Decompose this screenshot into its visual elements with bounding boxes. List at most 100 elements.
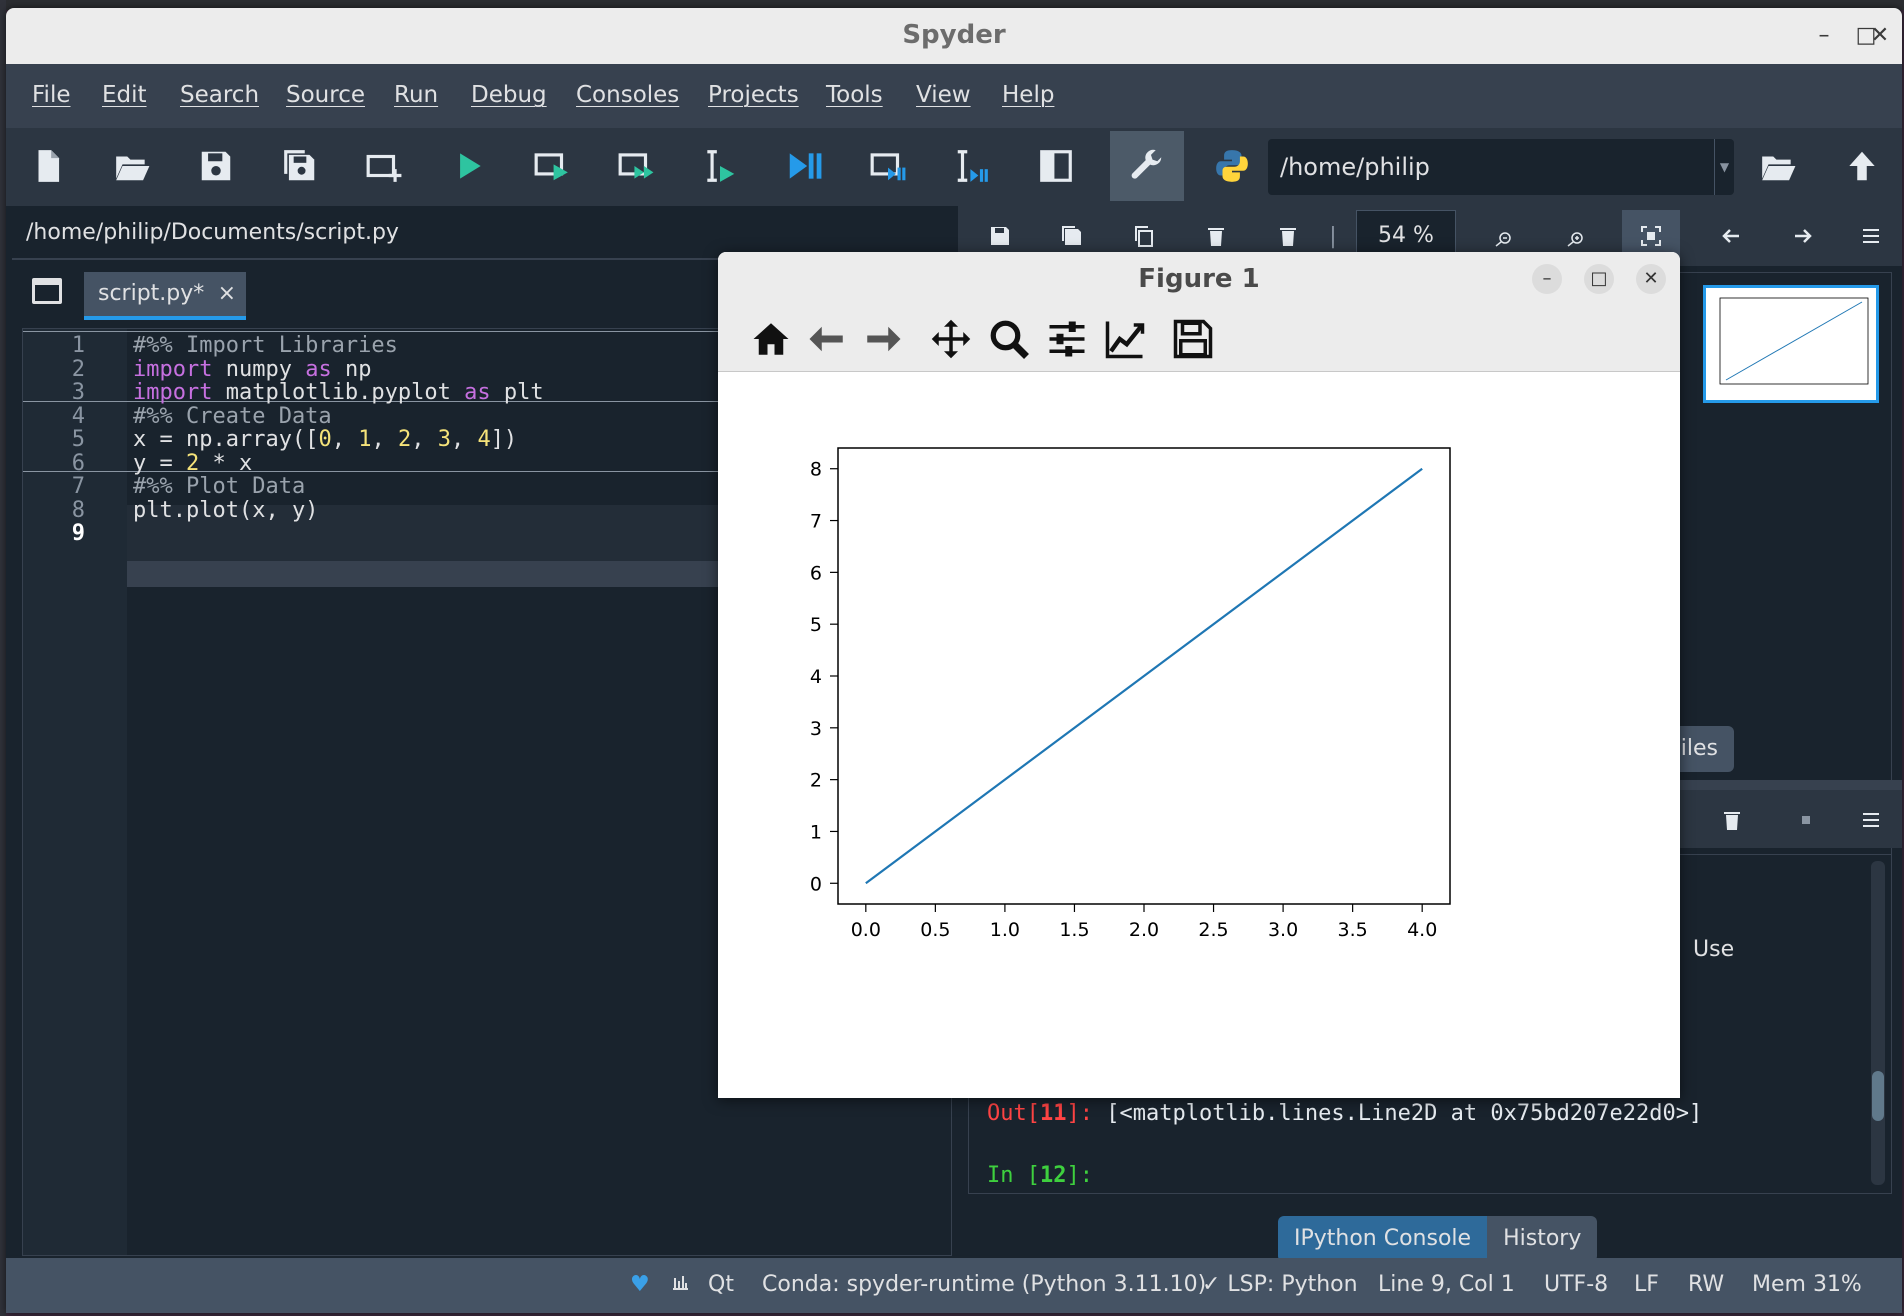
- menu-source[interactable]: Source: [286, 82, 365, 108]
- maximize-button[interactable]: □: [1855, 23, 1877, 48]
- memory-usage: Mem 31%: [1752, 1272, 1862, 1297]
- save-all-plots-icon[interactable]: [1052, 210, 1092, 262]
- close-button[interactable]: ✕: [1870, 23, 1890, 48]
- run-cell-advance-icon[interactable]: [606, 136, 666, 196]
- menu-debug[interactable]: Debug: [471, 82, 547, 108]
- keyword: import: [133, 380, 213, 405]
- x-tick-label: 0.0: [851, 919, 881, 941]
- tab-script-py[interactable]: script.py* ×: [84, 272, 246, 320]
- debug-selection-icon[interactable]: [942, 136, 1002, 196]
- menu-run[interactable]: Run: [394, 82, 439, 108]
- code-text: np: [331, 357, 372, 382]
- x-tick-label: 1.0: [990, 919, 1020, 941]
- line-chart: 0.0 0.5 1.0 1.5 2.0 2.5 3.0 3.5 4.0 0 1 2 3 4 5 6 7 8: [810, 447, 1451, 941]
- menu-tools[interactable]: Tools: [826, 82, 883, 108]
- menu-projects[interactable]: Projects: [708, 82, 799, 108]
- qt-backend: Qt: [708, 1272, 734, 1297]
- code-text: * x: [199, 451, 253, 476]
- copy-plot-icon[interactable]: [1124, 210, 1164, 262]
- browse-directory-icon[interactable]: [1748, 136, 1808, 196]
- figure-maximize-button[interactable]: □: [1584, 264, 1614, 294]
- debug-cell-icon[interactable]: [858, 136, 918, 196]
- figure-canvas[interactable]: 0.0 0.5 1.0 1.5 2.0 2.5 3.0 3.5 4.0 0 1 2 3 4 5 6 7 8: [718, 374, 1680, 1098]
- remove-plot-icon[interactable]: [1196, 210, 1236, 262]
- maximize-pane-icon[interactable]: [1026, 136, 1086, 196]
- cell-separator: [23, 331, 951, 332]
- menu-edit[interactable]: Edit: [102, 82, 147, 108]
- number-literal: 0: [318, 427, 332, 452]
- console-input-line[interactable]: In [12]:: [987, 1163, 1093, 1188]
- previous-plot-icon[interactable]: [1706, 210, 1756, 262]
- menu-view[interactable]: View: [916, 82, 971, 108]
- menu-help[interactable]: Help: [1002, 82, 1055, 108]
- configure-subplots-icon[interactable]: [1044, 316, 1090, 362]
- y-tick-label: 5: [810, 614, 822, 636]
- code-text: matplotlib.pyplot: [212, 380, 465, 405]
- zoom-rect-icon[interactable]: [986, 316, 1032, 362]
- code-line-5: x = np.array([0, 1, 2, 3, 4]): [133, 427, 517, 452]
- series-line: [865, 467, 1423, 885]
- x-tick-label: 4.0: [1407, 919, 1437, 941]
- in-prompt-end: ]:: [1066, 1163, 1093, 1188]
- save-file-icon[interactable]: [186, 136, 246, 196]
- y-tick-label: 8: [810, 459, 822, 481]
- chevron-down-icon[interactable]: ▼: [1714, 139, 1734, 195]
- save-all-icon[interactable]: [270, 136, 330, 196]
- python-path-icon[interactable]: [1202, 136, 1262, 196]
- scrollbar-thumb[interactable]: [1872, 1071, 1884, 1121]
- back-arrow-icon[interactable]: [804, 316, 850, 362]
- working-directory-input[interactable]: /home/philip ▼: [1268, 139, 1734, 195]
- menu-search[interactable]: Search: [180, 82, 260, 108]
- editor-file-path: /home/philip/Documents/script.py: [26, 220, 399, 245]
- clear-console-icon[interactable]: [1712, 794, 1752, 846]
- remove-all-plots-icon[interactable]: [1268, 210, 1308, 262]
- x-tick-label: 2.0: [1129, 919, 1159, 941]
- figure-window: Figure 1 – □ ✕ 0.0 0.5 1.0 1.5 2.0 2.5 3.0 3.5 4…: [718, 252, 1680, 1098]
- zoom-out-icon[interactable]: [1478, 210, 1528, 262]
- minimize-button[interactable]: –: [1818, 23, 1830, 48]
- run-file-icon[interactable]: [438, 136, 498, 196]
- edit-axis-icon[interactable]: [1102, 316, 1148, 362]
- run-cell-icon[interactable]: [522, 136, 582, 196]
- x-tick-label: 0.5: [920, 919, 950, 941]
- run-selection-icon[interactable]: [690, 136, 750, 196]
- next-plot-icon[interactable]: [1778, 210, 1828, 262]
- home-icon[interactable]: [748, 316, 794, 362]
- console-options-icon[interactable]: [1846, 794, 1896, 846]
- figure-minimize-button[interactable]: –: [1532, 264, 1562, 294]
- figure-close-button[interactable]: ✕: [1636, 264, 1666, 294]
- options-menu-icon[interactable]: [1846, 210, 1896, 262]
- tab-close-icon[interactable]: ×: [217, 281, 236, 306]
- x-tick-label: 2.5: [1198, 919, 1228, 941]
- in-prompt: In [: [987, 1163, 1040, 1188]
- browse-tabs-icon[interactable]: [32, 278, 62, 304]
- save-plot-icon[interactable]: [980, 210, 1020, 262]
- code-text: ,: [371, 427, 398, 452]
- y-tick-label: 3: [810, 718, 822, 740]
- conda-env: Conda: spyder-runtime (Python 3.11.10): [762, 1272, 1207, 1297]
- save-figure-icon[interactable]: [1170, 316, 1216, 362]
- preferences-wrench-icon[interactable]: [1110, 131, 1184, 201]
- console-scrollbar[interactable]: [1871, 861, 1885, 1185]
- tab-history[interactable]: History: [1487, 1216, 1598, 1262]
- keyword: as: [464, 380, 491, 405]
- new-cell-icon[interactable]: [354, 136, 414, 196]
- number-literal: 4: [477, 427, 491, 452]
- debug-file-icon[interactable]: [774, 136, 834, 196]
- code-text: plt: [490, 380, 544, 405]
- parent-directory-icon[interactable]: [1832, 136, 1892, 196]
- pan-icon[interactable]: [928, 316, 974, 362]
- lsp-status: ✓ LSP: Python: [1202, 1272, 1358, 1297]
- tab-ipython-console[interactable]: IPython Console: [1278, 1216, 1488, 1262]
- zoom-in-icon[interactable]: [1550, 210, 1600, 262]
- menu-file[interactable]: File: [32, 82, 71, 108]
- line-number: 1: [71, 333, 85, 358]
- open-file-icon[interactable]: [102, 136, 162, 196]
- menu-consoles[interactable]: Consoles: [576, 82, 680, 108]
- new-file-icon[interactable]: [18, 136, 78, 196]
- forward-arrow-icon[interactable]: [860, 316, 906, 362]
- tab-label: script.py*: [98, 281, 205, 306]
- interrupt-kernel-icon[interactable]: [1786, 794, 1826, 846]
- plot-thumbnail[interactable]: [1703, 285, 1879, 403]
- working-directory-value: /home/philip: [1280, 153, 1430, 181]
